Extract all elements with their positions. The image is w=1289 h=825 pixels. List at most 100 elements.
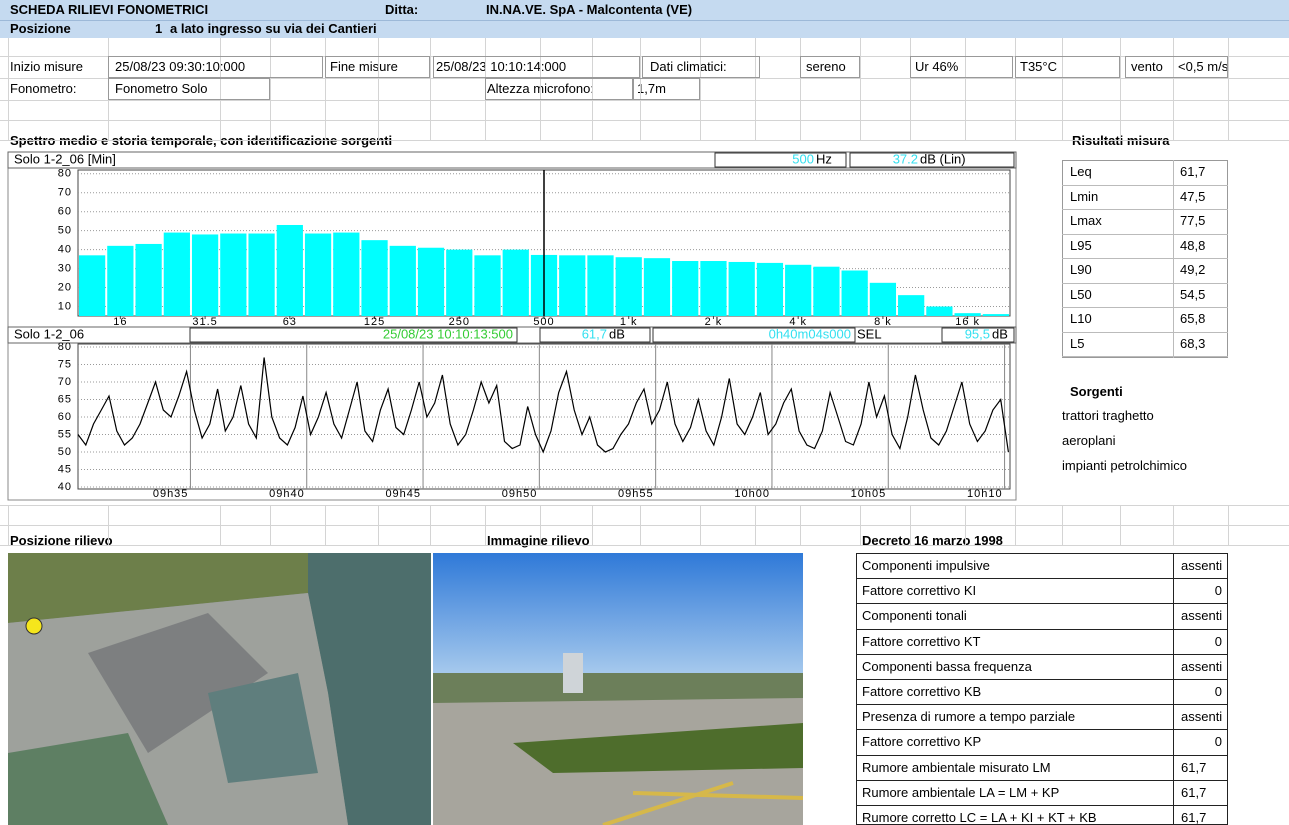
row-line [856,779,1228,781]
chart-header-text: 95,5 [965,326,990,341]
grid-col [485,505,486,545]
chart-header-text: Solo 1-2_06 [14,326,84,341]
grid-col [220,505,221,545]
result-value: 61,7 [1180,164,1206,179]
row-line [856,729,1228,731]
chart-header-text: dB [609,326,625,341]
x-tick-label: 09h50 [502,488,538,500]
grid-col [910,38,911,140]
chart-header-text: Solo 1-2_06 [Min] [14,151,116,166]
y-tick-label: 70 [58,187,72,199]
decree-label: Fattore correttivo KI [862,583,977,599]
cursor-box [941,327,1015,343]
decree-value: 0 [1214,633,1222,649]
bar [954,313,981,316]
y-tick-label: 60 [58,411,72,423]
grid-row [0,545,1289,546]
row-line [1062,356,1228,357]
row-line [856,653,1228,655]
bar [926,306,953,316]
grid-col [220,38,221,140]
info-cell [910,56,1013,78]
chart-header-text: dB [992,326,1008,341]
cursor-box [189,327,518,343]
x-tick-label: 10h05 [851,488,887,500]
grid-col [1062,505,1063,545]
x-tick-label: 09h35 [153,488,189,500]
source-item: impianti petrolchimico [1062,458,1187,473]
row-line [1062,258,1228,259]
end-label: Fine misure [330,59,398,74]
start-label: Inizio misure [10,59,83,74]
x-tick-label: 09h45 [385,488,421,500]
row-line [1062,331,1228,333]
decree-title: Decreto 16 marzo 1998 [862,533,1003,548]
x-tick-label: 250 [449,316,470,328]
row-line [856,578,1228,580]
bar [474,255,501,316]
col-line [1173,160,1174,358]
grid-row [0,120,1289,121]
x-tick-label: 2 k [705,316,723,328]
result-value: 68,3 [1180,335,1206,351]
row-line [1062,184,1228,186]
x-tick-label: 10h00 [734,488,770,500]
x-tick-label: 16 [113,316,127,328]
info-cell [633,78,700,100]
row-line [856,628,1228,630]
grid-col [108,505,109,545]
map-image [8,553,431,825]
x-tick-label: 125 [364,316,385,328]
grid-col [430,38,431,140]
result-value: 49,2 [1180,262,1206,277]
info-cell [1125,56,1228,78]
position-description: a lato ingresso su via dei Cantieri [170,21,377,36]
bar [756,262,784,316]
x-tick-label: 8 k [874,316,892,328]
row-line [1062,282,1228,284]
x-tick-label: 63 [283,316,297,328]
bar [135,243,162,316]
grid-col [1015,505,1016,545]
grid-col [378,38,379,140]
decree-label: Fattore correttivo KB [862,684,982,699]
row-line [1062,209,1228,210]
mic-height: 1,7m [637,81,666,96]
decree-label: Fattore correttivo KP [862,734,982,750]
chart-header-text: 25/08/23 10:10:13:500 [383,326,513,341]
grid-col [540,505,541,545]
bar [785,264,812,316]
info-cell [325,56,430,78]
bar [643,258,671,316]
decree-label: Rumore corretto LC = LA + KI + KT + KB [862,810,1097,825]
result-value: 47,5 [1180,188,1206,204]
decree-value: 0 [1214,734,1222,750]
info-cell [800,56,860,78]
result-value: 48,8 [1180,237,1206,253]
bar [333,232,360,316]
grid-col [755,38,756,140]
start-time: 25/08/23 09:30:10:000 [115,59,246,74]
bar [417,247,445,316]
result-label: L50 [1070,286,1092,302]
decree-label: Presenza di rumore a tempo parziale [862,709,1076,725]
position-label: Posizione [10,21,71,36]
row-line [1062,233,1228,235]
cursor-box [539,327,651,343]
grid-col [8,38,9,140]
y-tick-label: 75 [58,358,72,370]
position-title: Posizione rilievo [10,533,113,548]
charts: Solo 1-2_06 [Min] 500 Hz 37.2 dB (Lin)102030… [7,151,1017,501]
x-tick-label: 1 k [620,316,638,328]
decree-label: Componenti tonali [862,608,967,624]
bar [163,232,190,316]
photo-image [433,553,803,825]
result-label: L95 [1070,237,1092,253]
bar [220,233,247,316]
bar [841,270,868,316]
grid-col [430,505,431,545]
decree-label: Rumore ambientale LA = LM + KP [862,784,1060,800]
company-label: Ditta: [385,2,419,17]
chart-header-text: 37.2 [893,151,918,166]
meter-label: Fonometro: [10,81,77,96]
